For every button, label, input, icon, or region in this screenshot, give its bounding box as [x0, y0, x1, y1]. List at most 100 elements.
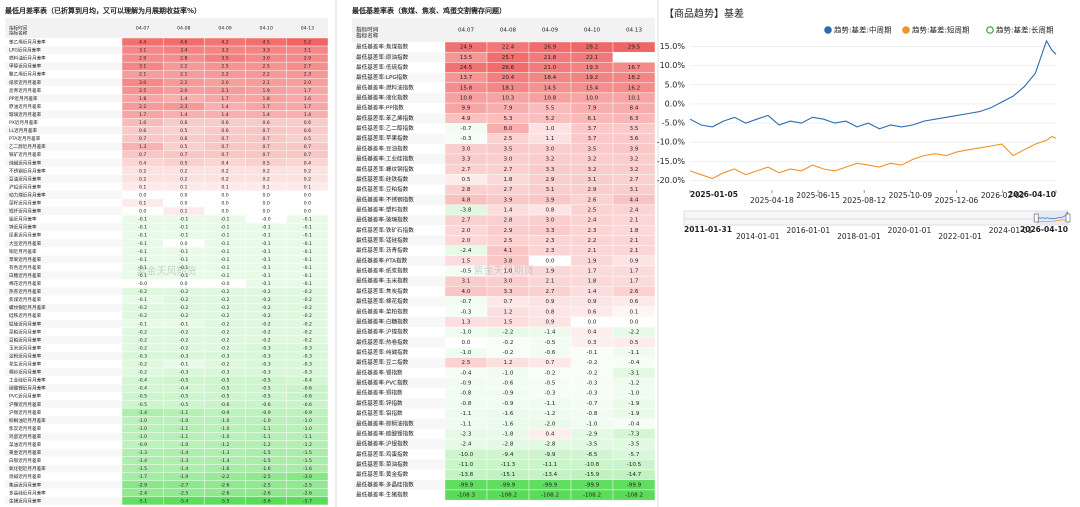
legend-marker — [986, 26, 994, 34]
cell-value: 2.1 — [263, 80, 270, 86]
row-name: 最低基差率:玻璃指数 — [356, 216, 409, 224]
cell-value: 9.9 — [462, 106, 471, 112]
cell-value: -1.2 — [221, 442, 230, 448]
cell-value: 0.1 — [139, 184, 146, 190]
cell-value: 0.6 — [180, 120, 187, 126]
cell-value: -3.5 — [587, 442, 598, 448]
row-bg — [5, 384, 122, 393]
cell-value: -0.1 — [303, 281, 312, 287]
cell-value: 2.2 — [180, 64, 187, 70]
series-line — [689, 39, 1057, 130]
cell-value: 1.2 — [504, 360, 513, 366]
cell-value: -1.5 — [303, 450, 312, 456]
cell-value: -0.1 — [179, 257, 188, 263]
cell-value: 0.7 — [546, 360, 555, 366]
cell-value: -1.6 — [221, 466, 230, 472]
row-bg — [5, 464, 122, 473]
cell-value: 2.2 — [180, 80, 187, 86]
cell-value: -0.7 — [587, 401, 598, 407]
cell-value: -0.2 — [138, 289, 147, 295]
row-name: 最低基差率:硅铁指数 — [356, 175, 409, 183]
cell-value: -0.2 — [303, 289, 312, 295]
cell-value: 0.1 — [180, 209, 187, 215]
cell-value: -0.2 — [221, 313, 230, 319]
cell-value: -1.9 — [629, 411, 640, 417]
cell-value: 2.7 — [462, 167, 471, 173]
cell-value: -0.3 — [221, 370, 230, 376]
cell-value: -0.2 — [303, 305, 312, 311]
cell-value: -0.9 — [262, 410, 271, 416]
cell-value: 22.1 — [586, 55, 599, 61]
cell-value: -10.5 — [627, 462, 642, 468]
cell-value: -0.5 — [179, 394, 188, 400]
cell-value: 1.6 — [304, 96, 311, 102]
row-name: 生猪近月月差率 — [9, 497, 42, 504]
cell-value: 1.9 — [263, 88, 270, 94]
cell-value: 2.0 — [462, 238, 471, 244]
navigator-handle — [1033, 213, 1039, 223]
cell-value: -1.0 — [587, 421, 598, 427]
cell-value: -0.5 — [138, 394, 147, 400]
cell-value: -0.2 — [587, 370, 598, 376]
cell-value: -0.1 — [221, 249, 230, 255]
row-bg — [352, 265, 445, 277]
row-bg — [5, 319, 122, 328]
row-name: 碳酸锂近月月差率 — [9, 385, 46, 392]
cell-value: -0.3 — [221, 353, 230, 359]
cell-value: 2.4 — [588, 218, 597, 224]
row-name: 甲醇近月月差率 — [9, 63, 42, 70]
row-name: 不锈钢近月月差率 — [9, 167, 46, 174]
cell-value: 3.1 — [462, 279, 471, 285]
row-name: 淀粉近月月差率 — [9, 352, 42, 359]
row-bg — [352, 204, 445, 216]
cell-value: -1.6 — [262, 466, 271, 472]
cell-value: -1.4 — [138, 410, 147, 416]
cell-value: 0.0 — [304, 192, 311, 198]
cell-value: 24.5 — [460, 65, 473, 71]
cell-value: -0.1 — [221, 265, 230, 271]
cell-value: 29.5 — [628, 45, 641, 51]
row-bg — [5, 432, 122, 441]
cell-value: 3.5 — [221, 56, 228, 62]
cell-value: -0.1 — [221, 225, 230, 231]
row-name: 白糖近月月差率 — [9, 272, 42, 279]
cell-value: -0.1 — [303, 257, 312, 263]
row-bg — [352, 255, 445, 266]
cell-value: 2.2 — [263, 72, 270, 78]
cell-value: 0.7 — [504, 299, 513, 305]
header-date: 04-09 — [218, 25, 231, 31]
cell-value: -1.0 — [179, 418, 188, 424]
row-name: 最低基差率:苯乙烯指数 — [356, 114, 414, 122]
cell-value: 0.5 — [304, 136, 311, 142]
cell-value: -0.5 — [179, 402, 188, 408]
y-tick-label: 15.0% — [660, 42, 686, 51]
cell-value: 4.9 — [462, 116, 471, 122]
x-tick-label: 2025-12-06 — [935, 196, 979, 205]
cell-value: 3.0 — [139, 80, 146, 86]
cell-value: -0.1 — [179, 265, 188, 271]
cell-value: 0.6 — [180, 136, 187, 142]
header-date: 04.07 — [458, 27, 474, 33]
cell-value: -0.3 — [303, 370, 312, 376]
cell-value: -2.9 — [587, 431, 598, 437]
cell-value: 14.5 — [544, 85, 557, 91]
cell-value: -0.1 — [179, 233, 188, 239]
cell-value: 10.8 — [460, 95, 473, 101]
cell-value: 2.9 — [546, 177, 555, 183]
cell-value: -0.2 — [138, 305, 147, 311]
cell-value: -2.5 — [303, 482, 312, 488]
cell-value: 0.2 — [180, 168, 187, 174]
cell-value: -1.7 — [138, 474, 147, 480]
cell-value: -99.9 — [585, 482, 600, 488]
cell-value: -0.1 — [221, 233, 230, 239]
cell-value: -0.3 — [262, 353, 271, 359]
row-bg — [5, 335, 122, 344]
cell-value: 3.2 — [588, 167, 597, 173]
row-bg — [352, 235, 445, 246]
header-label: 指标名称 — [9, 29, 28, 36]
row-name: 最低基差率:低硫指数 — [356, 63, 409, 71]
cell-value: 3.7 — [588, 126, 597, 132]
cell-value: 3.1 — [304, 48, 311, 54]
cell-value: 4.2 — [221, 40, 228, 46]
row-bg — [352, 42, 445, 53]
